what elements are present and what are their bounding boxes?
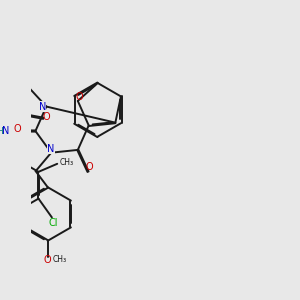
Text: CH₃: CH₃ (53, 255, 67, 264)
Text: CH₃: CH₃ (59, 158, 74, 167)
Text: O: O (85, 162, 93, 172)
Text: O: O (44, 254, 52, 265)
Text: H: H (0, 127, 3, 136)
Text: N: N (2, 126, 10, 136)
Text: O: O (75, 92, 83, 102)
Text: O: O (43, 112, 50, 122)
Text: N: N (47, 144, 55, 154)
Text: Cl: Cl (49, 218, 58, 228)
Text: N: N (39, 102, 46, 112)
Text: O: O (14, 124, 21, 134)
